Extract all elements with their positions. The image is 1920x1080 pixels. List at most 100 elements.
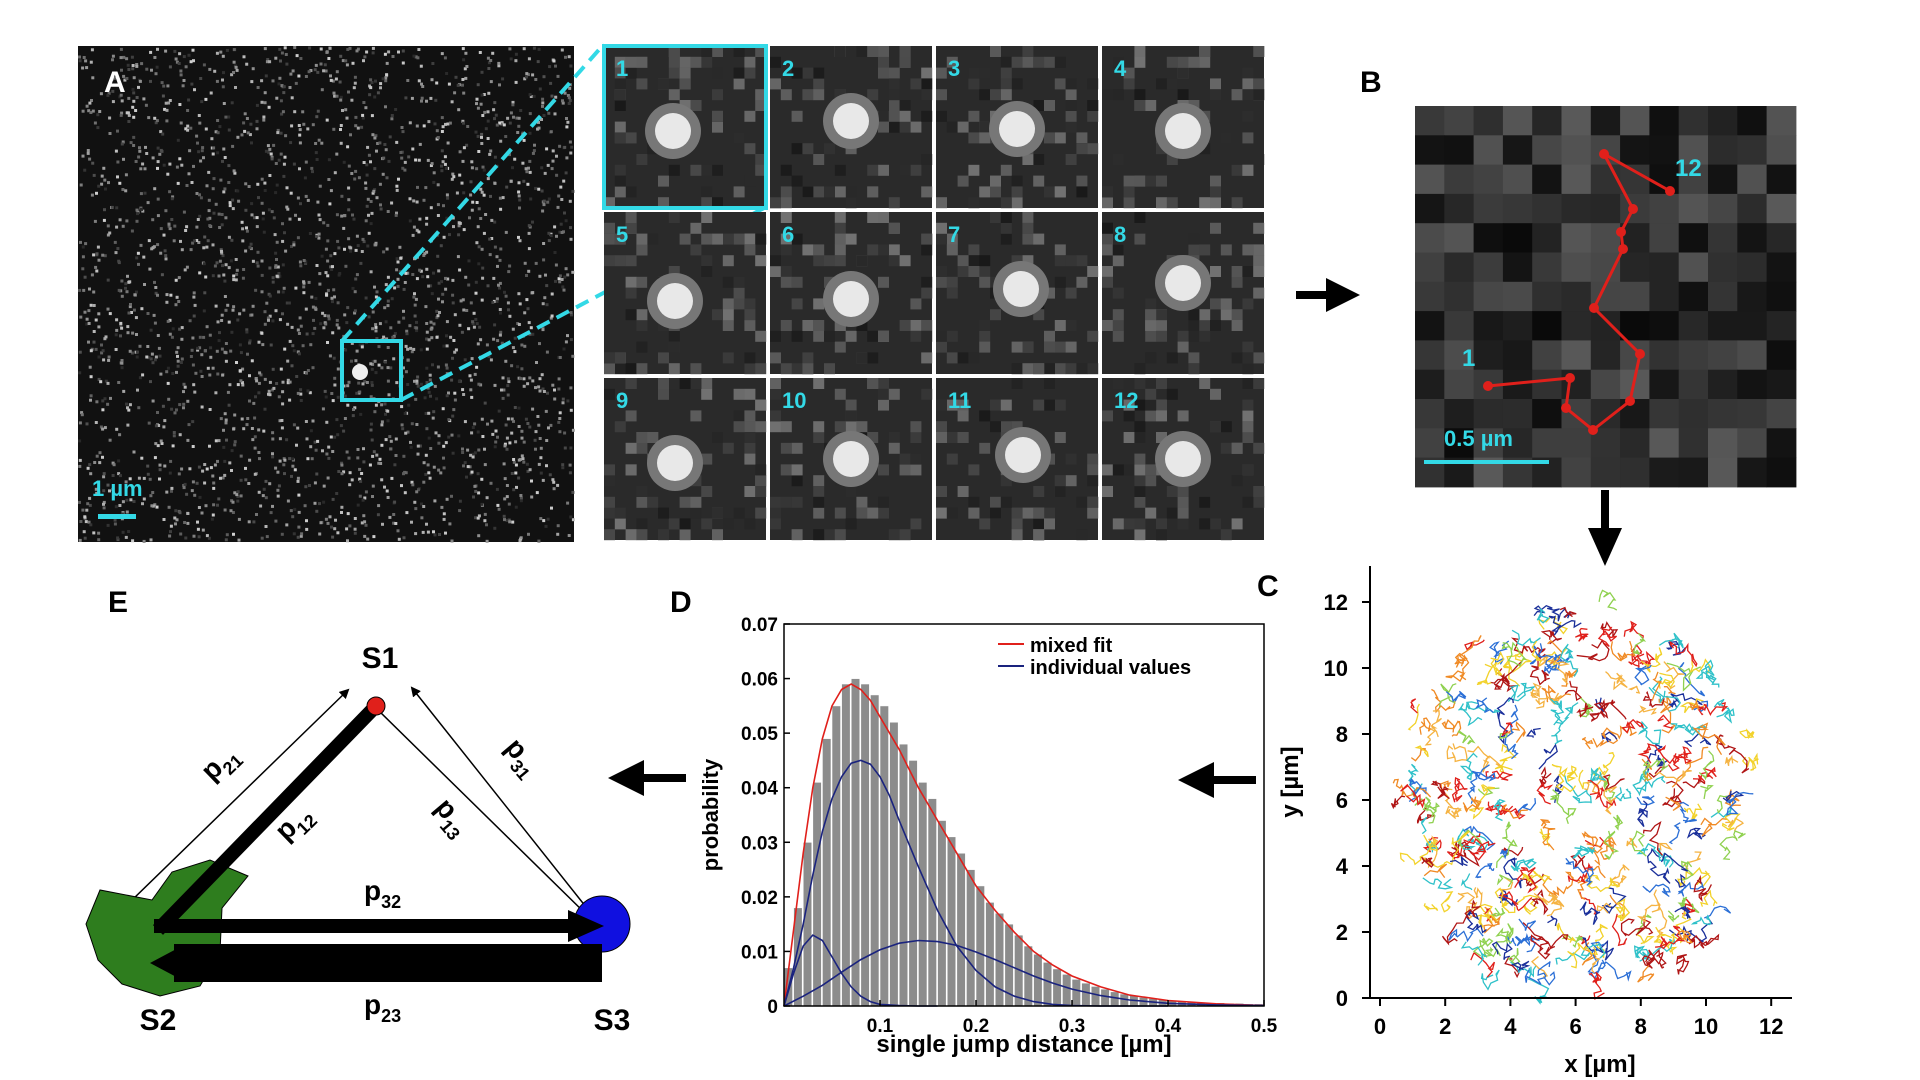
noise-pixel	[317, 213, 321, 217]
frame-pixel	[1253, 78, 1265, 90]
trajectory-path	[1638, 705, 1658, 716]
noise-pixel	[430, 78, 434, 82]
noise-pixel	[331, 497, 335, 501]
noise-pixel	[192, 314, 196, 318]
noise-pixel	[521, 161, 525, 165]
noise-pixel	[247, 520, 251, 524]
panel-b-pixel	[1620, 340, 1650, 371]
frame-pixel	[845, 399, 857, 411]
frame-pixel	[755, 475, 767, 487]
noise-pixel	[420, 96, 424, 100]
noise-pixel	[333, 252, 337, 256]
noise-pixel	[426, 158, 430, 162]
noise-pixel	[213, 463, 217, 467]
frame-pixel	[824, 143, 835, 155]
noise-pixel	[124, 173, 128, 177]
noise-pixel	[457, 108, 461, 112]
noise-pixel	[569, 386, 573, 390]
frame-pixel	[867, 330, 879, 342]
frame-pixel	[1044, 363, 1055, 375]
noise-pixel	[494, 440, 498, 444]
noise-pixel	[106, 483, 110, 487]
noise-pixel	[554, 64, 557, 68]
noise-pixel	[546, 517, 550, 521]
trajectory-path	[1547, 915, 1558, 927]
noise-pixel	[143, 167, 147, 171]
frame-pixel	[1033, 309, 1045, 321]
frame-pixel	[679, 496, 691, 508]
noise-pixel	[222, 273, 226, 277]
panel-b-end-label: 12	[1675, 155, 1702, 182]
noise-pixel	[475, 365, 479, 369]
frame-pixel	[625, 56, 637, 68]
noise-pixel	[264, 525, 268, 528]
noise-pixel	[275, 258, 278, 261]
noise-pixel	[156, 243, 160, 247]
noise-pixel	[234, 258, 238, 261]
noise-pixel	[231, 308, 235, 312]
trajectory-path	[1522, 922, 1551, 960]
frame-pixel	[690, 378, 702, 389]
noise-pixel	[125, 219, 129, 223]
noise-pixel	[473, 372, 477, 376]
noise-pixel	[262, 230, 266, 234]
frame-spot	[833, 281, 869, 317]
noise-pixel	[275, 183, 279, 187]
noise-pixel	[366, 145, 370, 149]
noise-pixel	[145, 152, 149, 155]
noise-pixel	[355, 49, 359, 53]
noise-pixel	[314, 448, 318, 452]
trajectory-path	[1666, 662, 1702, 692]
panel-b-pixel	[1737, 340, 1768, 371]
trajectory-path	[1677, 881, 1705, 897]
noise-pixel	[310, 457, 314, 461]
frame-pixel	[1076, 363, 1088, 375]
noise-pixel	[326, 288, 330, 292]
noise-pixel	[151, 218, 155, 222]
noise-pixel	[228, 383, 232, 387]
noise-pixel	[471, 426, 475, 429]
frame-pixel	[614, 421, 626, 433]
noise-pixel	[474, 516, 477, 520]
trajectory-path	[1451, 807, 1462, 818]
noise-pixel	[216, 459, 219, 463]
noise-pixel	[84, 59, 88, 63]
noise-pixel	[472, 452, 476, 456]
frame-pixel	[845, 186, 857, 198]
noise-pixel	[445, 344, 449, 348]
noise-pixel	[262, 115, 266, 119]
noise-pixel	[180, 467, 184, 471]
noise-pixel	[567, 534, 571, 537]
frame-pixel	[1000, 475, 1012, 487]
trajectory-path	[1584, 836, 1605, 848]
noise-pixel	[390, 297, 394, 301]
frame-pixel	[1145, 475, 1157, 487]
trajectory-path	[1642, 757, 1669, 781]
trajectory-path	[1609, 864, 1630, 886]
noise-pixel	[221, 159, 224, 163]
noise-pixel	[563, 275, 567, 279]
frame-pixel	[636, 486, 648, 497]
noise-pixel	[352, 86, 356, 90]
trajectory-path	[1410, 698, 1418, 714]
noise-pixel	[402, 536, 406, 540]
panel-b-pixel	[1737, 399, 1768, 429]
frame-pixel	[1123, 186, 1135, 198]
noise-pixel	[410, 520, 413, 524]
frame-pixel	[722, 276, 734, 288]
noise-pixel	[201, 146, 205, 150]
noise-pixel	[483, 512, 487, 516]
trajectory-path	[1659, 842, 1673, 851]
noise-pixel	[224, 418, 228, 422]
noise-pixel	[120, 99, 124, 103]
frame-pixel	[834, 341, 846, 353]
noise-pixel	[85, 104, 89, 108]
noise-pixel	[362, 59, 365, 63]
frame-pixel	[755, 100, 767, 111]
trajectory-path	[1494, 887, 1516, 914]
noise-pixel	[135, 64, 139, 68]
frame-pixel	[813, 89, 825, 101]
noise-pixel	[263, 189, 267, 192]
histogram-bar	[1023, 945, 1033, 1007]
noise-pixel	[567, 96, 571, 100]
